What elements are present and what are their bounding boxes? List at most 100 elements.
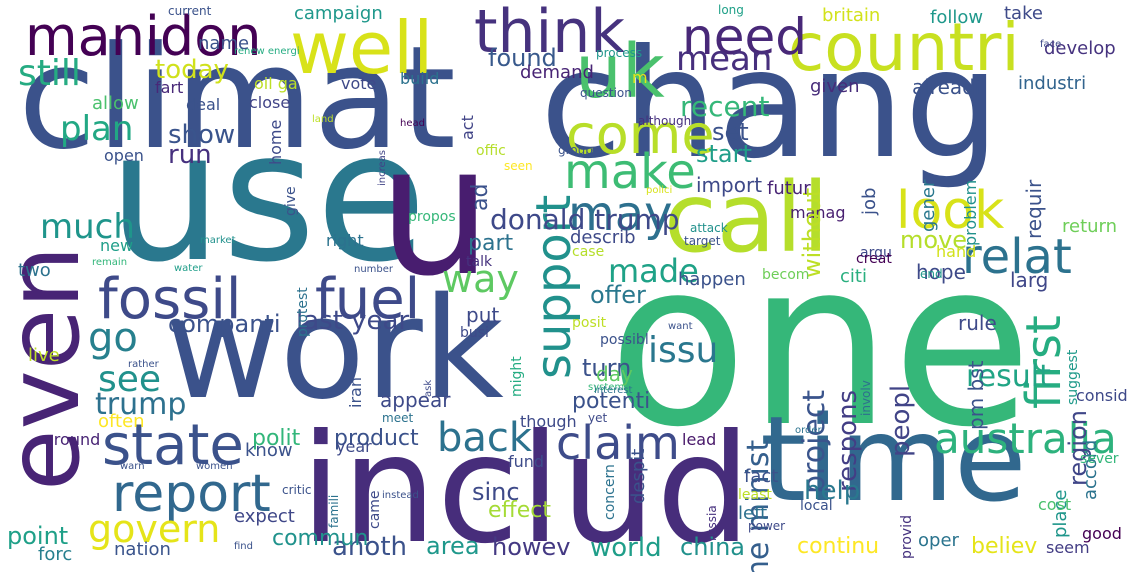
word: argu [860,245,892,261]
word: industri [1018,73,1087,94]
word: although [638,114,692,128]
word: see [98,359,162,400]
word: becom [762,267,810,283]
word: question [580,86,632,100]
word: famili [327,495,341,529]
word: often [98,411,145,432]
word: commun [272,526,369,551]
word: problem [961,180,980,247]
word: meet [382,411,414,425]
word: campaign [294,3,383,24]
word: without [798,188,826,279]
word: happen [678,269,746,290]
word: manag [790,203,846,222]
word: follow [930,7,984,28]
word: continu [797,534,880,559]
word: rule [958,311,997,335]
word: put [466,303,500,327]
word: power [748,519,786,533]
word: go [88,315,138,361]
word: hand [936,242,977,261]
word: find [234,541,253,552]
word: want [668,321,693,332]
word: start [696,140,752,168]
word: chang [540,18,1000,192]
word: oil ga [254,74,298,93]
word: forc [38,544,73,565]
word: polit [252,426,301,451]
word: russia [705,505,719,541]
word: one [608,211,1033,477]
word: remain [92,257,128,268]
word: provid [899,515,915,559]
word: make [564,144,696,200]
word: m [632,68,648,87]
word: u [378,107,493,316]
word: move [900,226,968,254]
word: gener [918,180,939,233]
word: larg [1010,268,1049,292]
word: plan [60,109,134,149]
word: nation [114,539,171,560]
word: seem [1046,538,1090,557]
word: build [400,69,440,88]
word: part [468,231,514,256]
word: end [920,267,943,281]
word: made [608,252,699,290]
word: time [760,390,1027,528]
word: fuel [315,267,421,332]
word: companti [168,310,281,338]
word: ask [423,380,434,398]
word: use [108,93,427,302]
word: lead [682,430,717,449]
word: increas [377,150,388,186]
word: good [1082,524,1122,543]
word: propos [408,209,456,225]
word: women [196,461,233,472]
word: includ [300,403,752,572]
word: home [266,120,285,166]
word: world [590,533,662,563]
word: even [0,245,102,491]
word: state [102,413,244,478]
word: offer [590,281,646,309]
word: new [100,236,134,255]
word: long [718,3,744,17]
word: call [664,162,829,274]
word: may [568,186,673,242]
word: back [437,415,533,461]
word: protest [295,287,311,337]
word: though [520,412,577,431]
word: anoth [332,532,407,562]
word: polici [646,185,673,196]
word: australia [934,414,1117,463]
word: set [712,118,749,146]
word: number [354,264,394,275]
word: claim [556,416,680,470]
word: demand [520,62,594,83]
word: found [488,44,557,72]
word: seen [504,159,533,173]
word: vote [341,74,377,93]
word: local [800,498,833,514]
word: need [682,8,807,66]
word: process [596,46,643,60]
word: countri [788,9,1020,86]
word: least [738,487,772,503]
word: mean [676,39,773,79]
word: hope [916,260,966,284]
word: year [336,437,372,456]
word: instead [382,490,419,501]
word: product [334,426,419,451]
word: talk [466,254,493,270]
word: potenti [572,389,651,414]
word: critic [282,483,312,497]
word: fact [744,466,779,487]
word: run [168,140,212,170]
word: peopl [886,385,916,458]
word: posit [572,315,607,331]
word: issu [648,330,719,371]
word: suggest [1065,350,1081,406]
word: area [426,532,480,560]
word: order [795,425,822,436]
